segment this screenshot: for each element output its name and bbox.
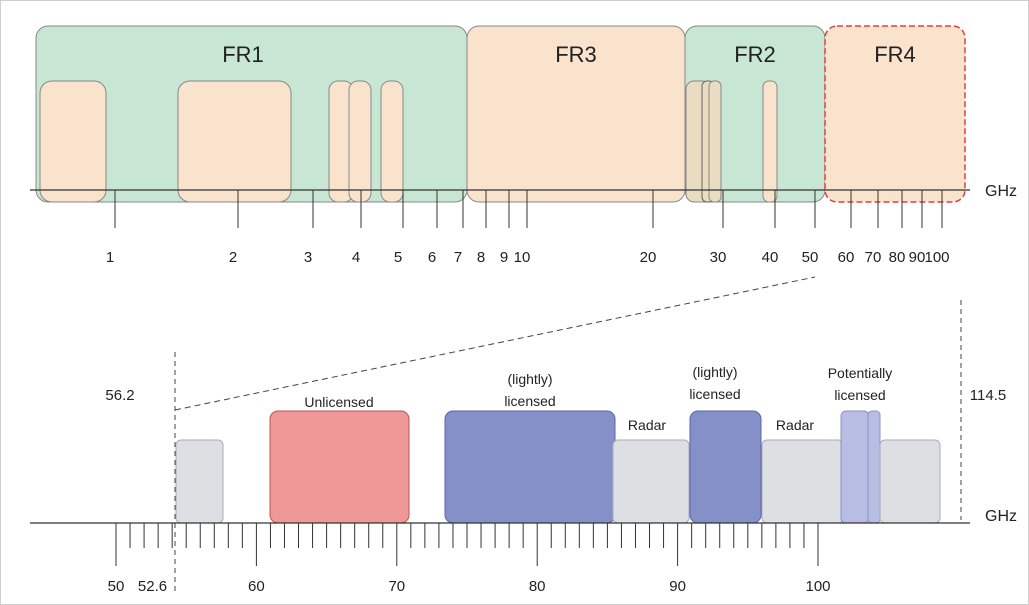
label-potentially-licensed-line1: Potentially (828, 365, 893, 381)
bottom-ticks: 50 52.6 60 70 80 90 100 (108, 523, 831, 595)
top-tick-label: 20 (640, 249, 657, 266)
sub-band (708, 80, 722, 203)
top-tick-label: 9 (500, 249, 508, 266)
zoom-line-left (174, 276, 816, 411)
sub-band (177, 80, 292, 203)
top-tick-label: 100 (924, 249, 949, 266)
label-lightly-licensed-1-line2: licensed (504, 393, 555, 409)
block-potentially-licensed-2 (867, 410, 881, 524)
top-tick-label: 5 (394, 249, 402, 266)
bottom-tick-label: 50 (108, 578, 125, 595)
sub-band (380, 80, 404, 203)
sub-bands (39, 80, 778, 203)
band-label-fr3: FR3 (555, 42, 597, 67)
bottom-tick-label: 80 (529, 578, 546, 595)
top-tick-label: 1 (106, 249, 114, 266)
band-label-fr2: FR2 (734, 42, 776, 67)
label-lightly-licensed-2-line2: licensed (689, 386, 740, 402)
zoom-lines: 56.2 114.5 (105, 276, 1006, 592)
label-unlicensed: Unlicensed (304, 394, 373, 410)
zoom-right-label: 114.5 (970, 387, 1006, 404)
label-radar-1: Radar (628, 417, 666, 433)
top-tick-label: 40 (762, 249, 779, 266)
top-ticks: 1 2 3 4 5 6 7 8 9 10 20 30 40 50 60 70 80 90 100 (106, 190, 950, 266)
top-tick-label: 90 (909, 249, 926, 266)
sub-band (39, 80, 107, 203)
label-lightly-licensed-1-line1: (lightly) (507, 371, 552, 387)
top-chart: FR1 FR3 FR2 FR4 GHz 1 2 3 4 5 6 7 8 9 10 20 30 40 50 6… (30, 25, 1017, 266)
top-tick-label: 60 (838, 249, 855, 266)
top-tick-label: 30 (710, 249, 727, 266)
band-label-fr1: FR1 (222, 42, 264, 67)
top-tick-label: 3 (304, 249, 312, 266)
top-unit-label: GHz (985, 183, 1017, 200)
top-tick-label: 7 (454, 249, 462, 266)
bottom-tick-label: 70 (388, 578, 405, 595)
top-tick-label: 4 (352, 249, 360, 266)
top-tick-label: 6 (428, 249, 436, 266)
sub-band (348, 80, 372, 203)
top-tick-label: 50 (802, 249, 819, 266)
block-radar-1 (612, 439, 690, 524)
top-tick-label: 8 (477, 249, 485, 266)
bottom-tick-label: 100 (805, 578, 830, 595)
band-label-fr4: FR4 (874, 42, 916, 67)
block-unlicensed (269, 410, 410, 524)
bottom-tick-label: 52.6 (138, 578, 167, 595)
block-unassigned (175, 439, 224, 524)
top-tick-label: 2 (229, 249, 237, 266)
block-lightly-licensed-1 (444, 410, 616, 524)
label-potentially-licensed-line2: licensed (834, 387, 885, 403)
top-tick-label: 80 (889, 249, 906, 266)
label-lightly-licensed-2-line1: (lightly) (692, 364, 737, 380)
bottom-chart: Unlicensed (lightly) licensed Radar (lig… (30, 364, 1017, 595)
top-tick-label: 70 (865, 249, 882, 266)
band-fr4 (824, 25, 966, 203)
zoom-left-label: 56.2 (105, 387, 134, 404)
block-radar-2 (761, 439, 844, 524)
top-tick-label: 10 (514, 249, 531, 266)
label-radar-2: Radar (776, 417, 814, 433)
sub-band (762, 80, 778, 203)
block-lightly-licensed-2 (689, 410, 762, 524)
bottom-tick-label: 60 (248, 578, 265, 595)
block-potentially-licensed-1 (840, 410, 870, 524)
bottom-tick-label: 90 (669, 578, 686, 595)
block-unassigned-2 (879, 439, 941, 524)
bottom-unit-label: GHz (985, 508, 1017, 525)
